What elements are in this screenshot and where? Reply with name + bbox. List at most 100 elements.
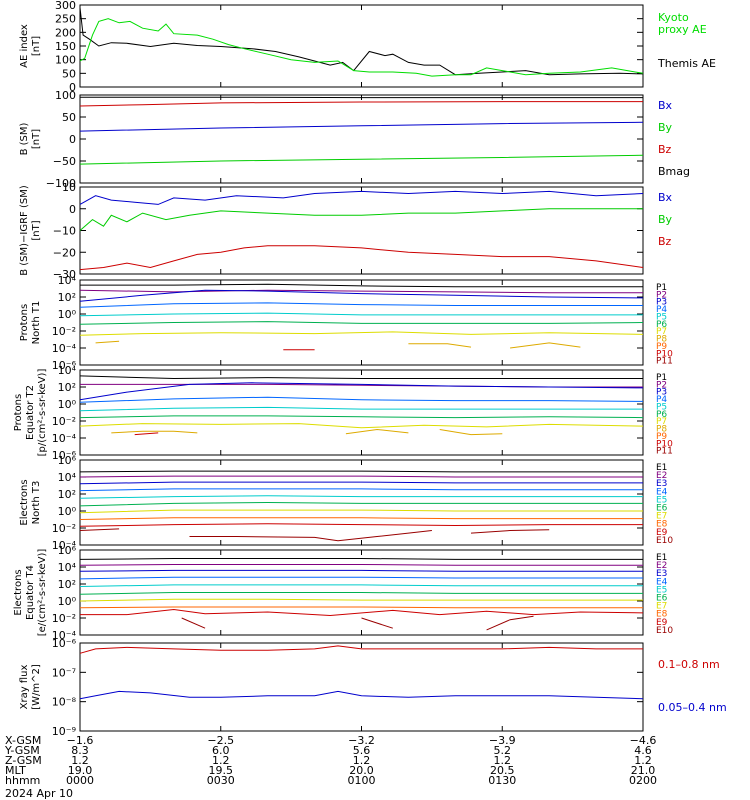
x-tick-label: −2.5 <box>207 734 234 747</box>
x-tick-label: 0130 <box>488 774 516 787</box>
y-axis-label: [nT] <box>31 220 42 240</box>
y-tick-label: 10⁻⁴ <box>52 539 77 552</box>
x-tick-label: 8.3 <box>71 744 89 757</box>
legend-entry: P7 <box>656 327 667 337</box>
x-tick-label: 1.2 <box>212 754 230 767</box>
y-axis-label: [e/(cm²-s-sr-keV)] <box>37 549 48 637</box>
series-line-e10b <box>189 530 432 542</box>
y-tick-label: 10⁻⁴ <box>52 629 77 642</box>
y-tick-label: 10⁴ <box>58 471 77 484</box>
x-tick-label: 6.0 <box>212 744 230 757</box>
legend-entry: P6 <box>656 410 667 420</box>
panel-5: 10⁻⁶ 10⁻⁴ 10⁻² 10⁰ 10² 10⁴ Protons Equator T2 [p… <box>13 364 673 462</box>
x-tick-label: 5.6 <box>353 744 371 757</box>
legend-entry: Bz <box>658 143 672 156</box>
legend-entry: proxy AE <box>658 23 707 36</box>
legend-entry: E8 <box>656 520 668 530</box>
legend-entry: E9 <box>656 618 668 628</box>
legend-entry: 0.05–0.4 nm <box>658 701 727 714</box>
legend-entry: P9 <box>656 342 667 352</box>
legend-entry: Bmag <box>658 165 690 178</box>
legend-entry: P5 <box>656 312 667 322</box>
legend-entry: P11 <box>656 447 673 457</box>
legend-entry: E10 <box>656 536 673 546</box>
x-row-label: X-GSM <box>5 734 41 747</box>
legend-entry: P4 <box>656 305 667 315</box>
y-tick-label: 10⁰ <box>58 505 77 518</box>
series-line-e10b <box>361 617 393 629</box>
y-tick-label: −10 <box>53 225 76 238</box>
y-tick-label: 10⁻⁶ <box>52 449 77 462</box>
y-tick-label: −20 <box>53 246 76 259</box>
series-line-0-05-0-4-nm <box>79 690 644 700</box>
y-axis-label: B (SM) <box>19 122 30 155</box>
x-tick-label: 19.5 <box>209 764 234 777</box>
series-line-p6 <box>79 415 644 419</box>
x-tick-label: 4.6 <box>634 744 652 757</box>
series-line-e1 <box>79 558 643 560</box>
y-tick-label: 10⁻⁷ <box>52 666 76 679</box>
legend-entry: E5 <box>656 585 667 595</box>
y-axis-label: [W/m^2] <box>31 664 42 710</box>
series-line-p4 <box>79 396 644 403</box>
y-tick-label: 250 <box>55 13 76 26</box>
x-tick-label: −1.6 <box>67 734 94 747</box>
y-tick-label: 100 <box>55 54 76 67</box>
x-tick-label: 20.5 <box>490 764 515 777</box>
x-tick-label: 19.0 <box>68 764 93 777</box>
x-tick-label: 1.2 <box>71 754 89 767</box>
y-tick-label: 10² <box>58 488 76 501</box>
series-line-e4 <box>79 488 643 492</box>
x-tick-label: −3.2 <box>348 734 375 747</box>
series-line-e6 <box>79 501 643 507</box>
y-tick-label: 10² <box>58 291 76 304</box>
x-row-label: Y-GSM <box>4 744 40 757</box>
legend-entry: E4 <box>656 487 668 497</box>
y-tick-label: 10⁻⁶ <box>52 359 77 372</box>
series-line-p8c <box>439 429 503 436</box>
legend-entry: E3 <box>656 479 667 489</box>
x-tick-label: −3.9 <box>489 734 516 747</box>
series-line-p6 <box>79 321 644 325</box>
legend-entry: E10 <box>656 626 673 636</box>
panel-8: 10⁻⁹ 10⁻⁸ 10⁻⁷ 10⁻⁶ Xray flux [W/m^2] 0.1–0.8 … <box>19 637 727 738</box>
series-line-themis-ae <box>79 7 644 76</box>
legend-entry: P8 <box>656 335 667 345</box>
series-line-e10c <box>486 615 534 631</box>
y-tick-label: 10⁰ <box>58 398 77 411</box>
x-row-label: hhmm <box>5 774 40 787</box>
x-tick-label: 1.2 <box>634 754 652 767</box>
y-tick-label: 10⁻² <box>52 612 76 625</box>
series-line-bz <box>79 101 643 107</box>
legend-entry: P8 <box>656 425 667 435</box>
legend-entry: P11 <box>656 357 673 367</box>
legend-entry: E7 <box>656 512 667 522</box>
series-line-p7 <box>79 423 644 429</box>
series-line-p4 <box>79 302 643 308</box>
x-tick-label: 20.0 <box>349 764 374 777</box>
series-line-bz <box>79 245 644 271</box>
y-axis-label: Equator T4 <box>25 565 36 620</box>
series-line-e1 <box>79 470 643 473</box>
y-axis-label: [nT] <box>31 36 42 56</box>
legend-entry: 0.1–0.8 nm <box>658 658 720 671</box>
y-tick-label: 10⁻⁴ <box>52 432 77 445</box>
y-tick-label: 50 <box>62 111 76 124</box>
series-line-p8 <box>111 430 198 434</box>
series-line-e10c <box>470 529 550 534</box>
series-line-e4 <box>79 576 643 580</box>
series-line-p8b <box>345 428 409 435</box>
series-line-e8 <box>79 606 643 609</box>
series-line-by <box>79 154 644 165</box>
y-tick-label: 10⁶ <box>58 454 77 467</box>
series-line-e10 <box>181 617 206 629</box>
x-row-label: MLT <box>5 764 26 777</box>
series-line-p5 <box>79 312 643 317</box>
series-line-e7 <box>79 598 643 602</box>
legend-entry: P3 <box>656 298 667 308</box>
series-line-p3 <box>79 382 644 401</box>
y-tick-label: 150 <box>55 40 76 53</box>
series-line-0-1-0-8-nm <box>79 645 643 654</box>
